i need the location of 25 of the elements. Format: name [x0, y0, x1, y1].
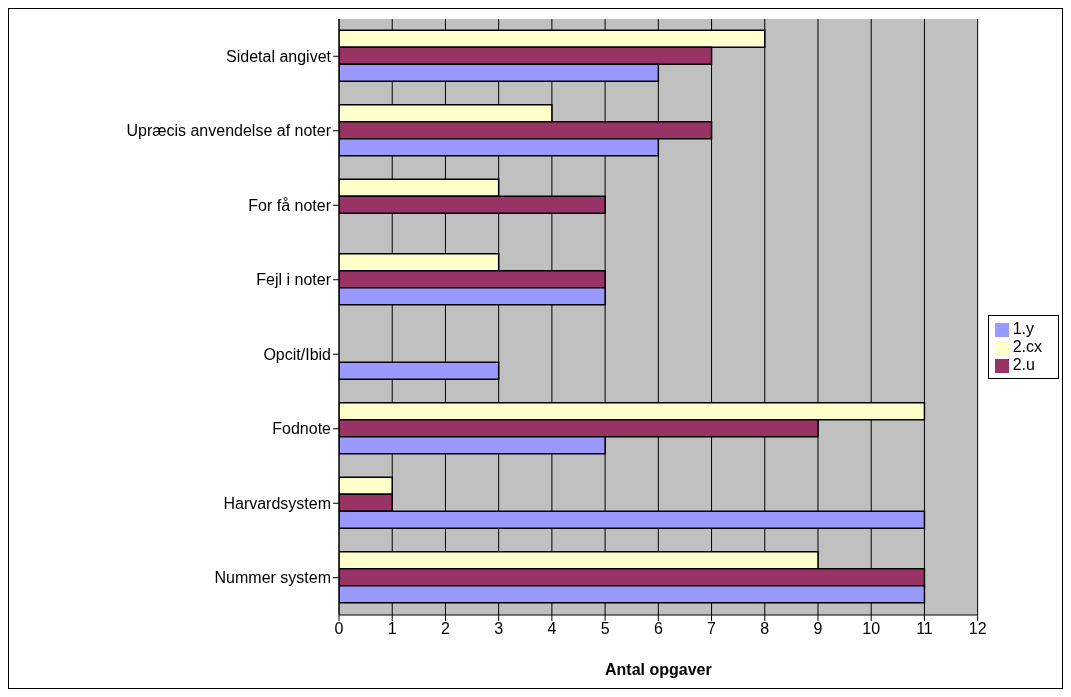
x-tick-label: 7 — [707, 620, 717, 638]
y-tick-label: Nummer system — [214, 569, 331, 587]
x-tick-label: 6 — [653, 620, 663, 638]
x-tick-label: 9 — [813, 620, 823, 638]
x-tick-label: 12 — [968, 620, 987, 638]
y-tick-label: For få noter — [248, 196, 332, 214]
x-tick-label: 1 — [387, 620, 397, 638]
legend-label: 2.u — [1012, 356, 1035, 373]
x-tick-label: 4 — [547, 620, 557, 638]
x-tick-label: 10 — [862, 620, 881, 638]
x-tick-label: 2 — [440, 620, 450, 638]
y-tick-label: Fodnote — [272, 420, 332, 438]
x-tick-label: 8 — [760, 620, 770, 638]
y-tick-label: Opcit/Ibid — [263, 345, 331, 363]
legend-label: 2.cx — [1012, 338, 1042, 355]
x-axis-title: Antal opgaver — [604, 661, 712, 678]
x-tick-label: 5 — [600, 620, 610, 638]
x-tick-label: 11 — [916, 620, 933, 638]
y-tick-label: Upræcis anvendelse af noter — [126, 122, 332, 140]
legend-label: 1.y — [1012, 320, 1034, 337]
y-tick-label: Harvardsystem — [223, 494, 331, 512]
x-tick-label: 0 — [334, 620, 344, 638]
x-tick-label: 3 — [494, 620, 504, 638]
y-tick-label: Fejl i noter — [256, 271, 332, 289]
y-tick-label: Sidetal angivet — [226, 47, 332, 65]
